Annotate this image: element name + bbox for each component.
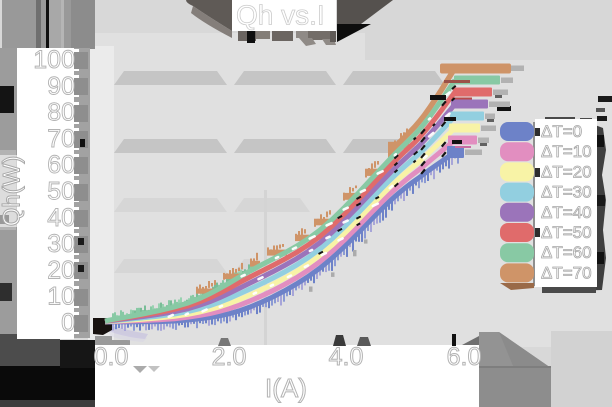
svg-text:80: 80 xyxy=(47,99,75,127)
svg-text:ΔT=40: ΔT=40 xyxy=(541,203,592,222)
svg-text:Qh(W): Qh(W) xyxy=(0,156,26,227)
svg-text:ΔT=10: ΔT=10 xyxy=(541,142,592,161)
svg-text:40: 40 xyxy=(47,204,75,232)
svg-text:ΔT=30: ΔT=30 xyxy=(541,183,592,202)
svg-text:90: 90 xyxy=(47,72,75,100)
svg-text:100: 100 xyxy=(33,46,75,74)
svg-text:0: 0 xyxy=(61,309,75,337)
svg-text:ΔT=20: ΔT=20 xyxy=(541,162,592,181)
svg-text:0.0: 0.0 xyxy=(94,343,129,371)
svg-text:60: 60 xyxy=(47,151,75,179)
svg-text:2.0: 2.0 xyxy=(212,343,247,371)
svg-text:10: 10 xyxy=(47,283,75,311)
svg-text:30: 30 xyxy=(47,230,75,258)
svg-text:ΔT=60: ΔT=60 xyxy=(541,243,592,262)
svg-text:70: 70 xyxy=(47,125,75,153)
svg-text:50: 50 xyxy=(47,178,75,206)
svg-text:Qh vs.I: Qh vs.I xyxy=(236,0,325,31)
svg-text:I(A): I(A) xyxy=(265,373,307,403)
svg-text:20: 20 xyxy=(47,256,75,284)
svg-text:ΔT=0: ΔT=0 xyxy=(541,122,582,141)
svg-text:ΔT=50: ΔT=50 xyxy=(541,223,592,242)
svg-text:ΔT=70: ΔT=70 xyxy=(541,263,592,282)
svg-text:4.0: 4.0 xyxy=(329,343,364,371)
svg-text:6.0: 6.0 xyxy=(447,343,482,371)
